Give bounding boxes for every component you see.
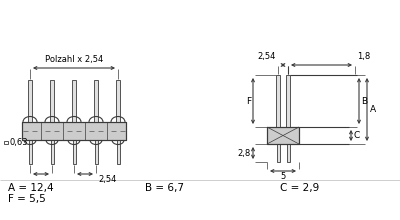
Bar bbox=[286, 144, 290, 162]
Bar bbox=[276, 144, 280, 162]
Text: A = 12,4: A = 12,4 bbox=[8, 183, 54, 193]
Text: 2,8: 2,8 bbox=[238, 148, 251, 158]
Text: B = 6,7: B = 6,7 bbox=[145, 183, 184, 193]
Bar bbox=[116, 140, 120, 164]
Bar bbox=[4, 141, 8, 144]
Bar bbox=[267, 127, 299, 144]
Text: A: A bbox=[370, 105, 376, 114]
Text: 2,54: 2,54 bbox=[258, 52, 276, 61]
Bar bbox=[94, 140, 98, 164]
Text: F = 5,5: F = 5,5 bbox=[8, 194, 46, 204]
Bar bbox=[276, 75, 280, 127]
Text: 0,63: 0,63 bbox=[9, 138, 28, 147]
Text: C: C bbox=[353, 131, 359, 140]
Text: 1,8: 1,8 bbox=[357, 52, 370, 61]
Bar bbox=[28, 80, 32, 122]
Bar bbox=[22, 122, 126, 140]
Text: 2,54: 2,54 bbox=[98, 175, 116, 184]
Bar bbox=[22, 122, 126, 140]
Text: C = 2,9: C = 2,9 bbox=[280, 183, 319, 193]
Text: F: F bbox=[246, 97, 251, 106]
Bar bbox=[267, 127, 299, 144]
Bar bbox=[28, 140, 32, 164]
Bar bbox=[50, 80, 54, 122]
Text: Polzahl x 2,54: Polzahl x 2,54 bbox=[45, 55, 103, 64]
Bar bbox=[50, 140, 54, 164]
Bar bbox=[72, 80, 76, 122]
Text: 5: 5 bbox=[280, 172, 286, 181]
Bar bbox=[94, 80, 98, 122]
Bar bbox=[286, 75, 290, 127]
Text: B: B bbox=[361, 97, 367, 106]
Bar bbox=[72, 140, 76, 164]
Bar bbox=[116, 80, 120, 122]
